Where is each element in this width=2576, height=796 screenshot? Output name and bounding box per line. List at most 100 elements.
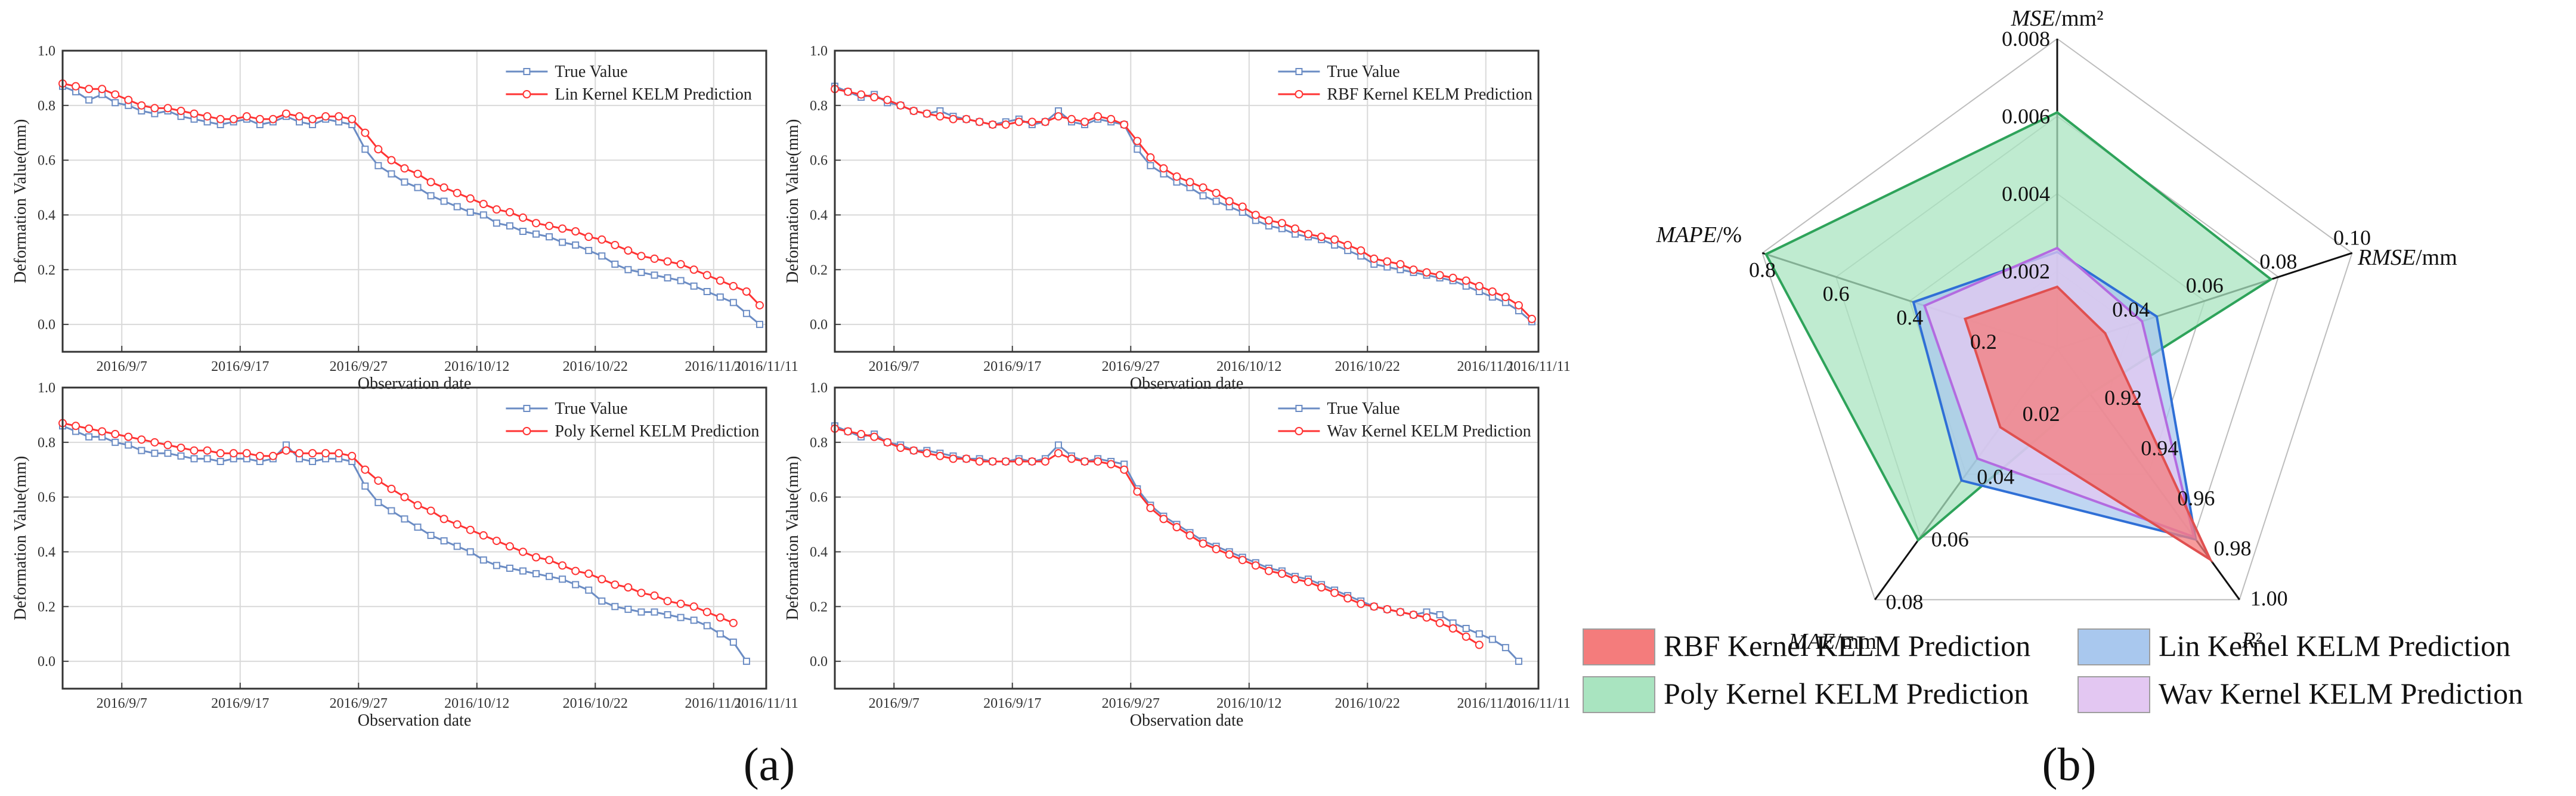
- data-point: [242, 449, 251, 458]
- data-point: [1212, 197, 1220, 205]
- data-point: [571, 566, 580, 575]
- plot-frame: [61, 49, 767, 353]
- data-point: [518, 213, 527, 222]
- data-point: [308, 449, 317, 458]
- data-point: [361, 465, 370, 474]
- data-point: [1436, 611, 1444, 619]
- data-point: [151, 450, 159, 457]
- data-point: [281, 446, 290, 455]
- y-tick-label: 0.4: [810, 544, 828, 560]
- data-point: [1133, 137, 1142, 145]
- x-tick-label: 2016/10/12: [1216, 359, 1281, 374]
- data-point: [1317, 233, 1326, 241]
- radar-tick-label: 0.04: [1977, 464, 2014, 488]
- data-point: [72, 82, 80, 91]
- data-point: [545, 556, 554, 565]
- data-point: [242, 112, 251, 121]
- radar-axis-title-unit: /mm²: [2055, 6, 2103, 31]
- data-point: [85, 85, 94, 94]
- radar-axis-title: MAE/mm: [1788, 629, 1877, 654]
- data-point: [295, 449, 304, 458]
- panel-label-b: (b): [2042, 738, 2097, 790]
- data-point: [883, 95, 892, 104]
- radar-chart: 0.002 0.004 0.006 0.008 0.04 0.06 0.08 0.10 0.92…: [1583, 6, 2523, 713]
- data-point: [492, 537, 501, 546]
- legend-marker: [522, 90, 531, 98]
- data-point: [742, 287, 751, 296]
- data-point: [532, 570, 540, 578]
- data-point: [676, 260, 685, 269]
- data-point: [1370, 254, 1379, 263]
- data-point: [164, 450, 172, 457]
- y-axis-label: Deformation Value(mm): [11, 119, 30, 284]
- legend-label: Lin Kernel KELM Prediction: [555, 85, 751, 104]
- line-chart-poly: 0.0 0.2 0.4 0.6 0.8 1.0 2016/9/7 2016/9/17 2016/…: [11, 380, 798, 730]
- y-tick-label: 0.8: [810, 98, 828, 114]
- x-tick-label: 2016/9/27: [1102, 359, 1160, 374]
- x-tick-label: 2016/11/11: [1506, 359, 1571, 374]
- data-point: [844, 427, 853, 436]
- series-line: [834, 428, 1480, 646]
- data-point: [572, 581, 580, 589]
- line-chart-wav: 0.0 0.2 0.4 0.6 0.8 1.0 2016/9/7 2016/9/17 2016/…: [784, 380, 1571, 730]
- data-point: [1264, 216, 1273, 225]
- data-point: [611, 240, 620, 249]
- data-point: [558, 224, 567, 233]
- data-point: [518, 547, 527, 556]
- data-point: [439, 515, 448, 524]
- data-point: [742, 309, 750, 317]
- data-point: [387, 484, 396, 493]
- data-point: [216, 449, 225, 458]
- data-point: [756, 321, 763, 329]
- data-point: [532, 219, 541, 228]
- plot-frame: [61, 386, 767, 690]
- data-point: [440, 537, 448, 545]
- data-point: [909, 107, 918, 115]
- data-point: [598, 252, 606, 260]
- data-point: [1014, 117, 1023, 126]
- x-axis-label: Observation date: [1130, 374, 1244, 393]
- data-point: [624, 605, 632, 613]
- data-point: [896, 101, 905, 110]
- data-point: [988, 120, 997, 129]
- data-point: [1172, 172, 1181, 181]
- data-point: [1120, 465, 1129, 474]
- data-point: [611, 603, 619, 611]
- radar-axis-title-main: MSE: [2011, 6, 2055, 31]
- x-tick-label: 2016/10/12: [1216, 696, 1281, 711]
- legend-label: Lin Kernel KELM Prediction: [2159, 629, 2510, 662]
- data-point: [309, 457, 317, 465]
- data-point: [1448, 624, 1457, 633]
- data-point: [1435, 271, 1444, 280]
- radar-tick-label: 0.10: [2333, 225, 2371, 249]
- data-point: [453, 520, 462, 529]
- data-point: [650, 254, 659, 263]
- data-point: [493, 562, 500, 569]
- data-point: [572, 241, 580, 249]
- series-line: [62, 422, 734, 624]
- data-point: [896, 444, 905, 452]
- data-point: [493, 219, 500, 227]
- data-point: [585, 247, 593, 255]
- data-point: [125, 441, 132, 449]
- data-point: [1422, 268, 1431, 277]
- data-point: [1041, 117, 1049, 126]
- data-point: [1435, 618, 1444, 627]
- data-point: [624, 583, 633, 592]
- x-tick-label: 2016/9/27: [330, 696, 388, 711]
- panel-label-a: (a): [744, 738, 795, 790]
- data-point: [1185, 178, 1194, 187]
- data-point: [689, 265, 698, 274]
- data-point: [1527, 314, 1536, 323]
- data-point: [400, 164, 409, 173]
- x-tick-label: 2016/11/11: [1506, 696, 1571, 711]
- radar-tick-label: 0.6: [1823, 282, 1850, 306]
- radar-tick-label: 0.02: [2023, 402, 2060, 426]
- data-point: [1330, 235, 1339, 244]
- data-point: [479, 556, 487, 564]
- data-point: [1277, 569, 1286, 578]
- y-tick-label: 0.6: [38, 490, 55, 506]
- data-point: [637, 268, 645, 276]
- data-point: [651, 608, 658, 616]
- y-tick-label: 0.0: [810, 654, 828, 670]
